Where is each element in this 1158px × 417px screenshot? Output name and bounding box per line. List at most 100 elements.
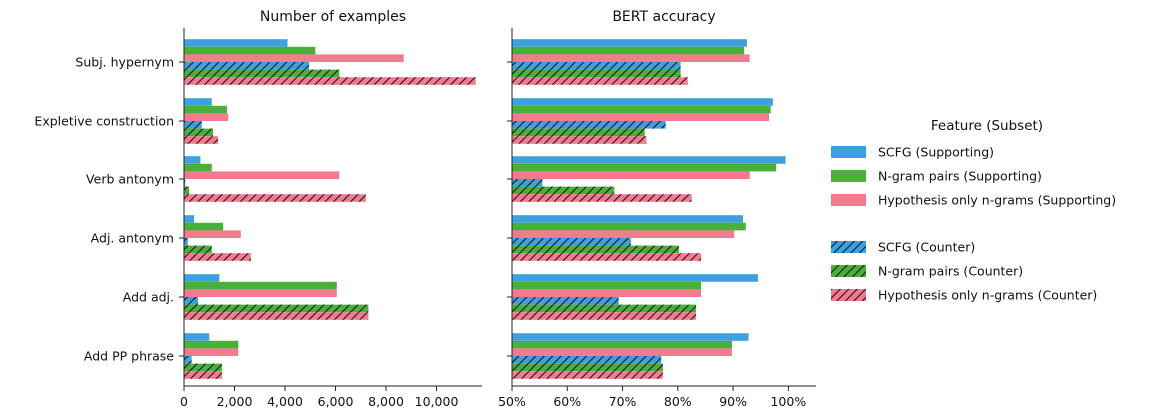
bar-scfg-counter-expletive-construction — [184, 121, 202, 129]
x-tick-label: 90% — [719, 394, 747, 409]
bar-scfg-counter-adj-antonym — [184, 238, 188, 246]
bar-n-gram-pairs-counter-add-adj — [512, 304, 697, 313]
legend-swatch-scfg-supporting — [831, 146, 866, 158]
bar-hypothesis-only-n-grams-supporting-adj-antonym — [184, 230, 241, 238]
bar-hypothesis-only-n-grams-counter-add-adj — [512, 312, 697, 320]
legend: Feature (Subset) SCFG (Supporting) N-gram … — [831, 118, 1116, 303]
bar-scfg-supporting-add-pp-phrase — [184, 333, 210, 341]
bar-hypothesis-only-n-grams-counter-add-adj — [184, 312, 369, 320]
bar-n-gram-pairs-counter-add-adj — [184, 304, 369, 313]
legend-swatch-n-gram-pairs-supporting — [831, 170, 866, 182]
bar-n-gram-pairs-supporting-subj-hypernym — [512, 46, 745, 55]
legend-label: Hypothesis only n-grams (Counter) — [878, 288, 1097, 303]
bar-hypothesis-only-n-grams-counter-subj-hypernym — [184, 77, 476, 85]
bar-n-gram-pairs-supporting-adj-antonym — [184, 222, 224, 231]
bar-scfg-supporting-add-adj — [184, 274, 220, 282]
bar-hypothesis-only-n-grams-counter-verb-antonym — [184, 194, 366, 202]
bar-hypothesis-only-n-grams-supporting-add-pp-phrase — [512, 348, 732, 356]
bar-scfg-supporting-add-pp-phrase — [512, 333, 749, 341]
bar-hypothesis-only-n-grams-counter-subj-hypernym — [512, 77, 688, 85]
legend-title: Feature (Subset) — [931, 118, 1043, 134]
bar-n-gram-pairs-supporting-verb-antonym — [512, 163, 777, 172]
bar-scfg-supporting-verb-antonym — [184, 156, 201, 164]
x-tick-label: 0 — [180, 394, 188, 409]
bar-scfg-counter-verb-antonym — [184, 179, 186, 187]
bar-hypothesis-only-n-grams-counter-expletive-construction — [184, 136, 219, 144]
x-tick-label: 100% — [770, 394, 806, 409]
x-tick-label: 70% — [609, 394, 637, 409]
panel-title: Number of examples — [260, 9, 406, 25]
bar-hypothesis-only-n-grams-supporting-subj-hypernym — [184, 54, 404, 62]
bar-hypothesis-only-n-grams-supporting-verb-antonym — [184, 171, 340, 179]
bar-scfg-supporting-verb-antonym — [512, 156, 786, 164]
category-label: Adj. antonym — [91, 231, 174, 246]
category-label: Expletive construction — [34, 114, 174, 129]
bar-n-gram-pairs-supporting-expletive-construction — [184, 105, 227, 114]
bar-n-gram-pairs-counter-verb-antonym — [184, 186, 190, 195]
bar-scfg-supporting-adj-antonym — [184, 215, 195, 223]
bar-hypothesis-only-n-grams-supporting-expletive-construction — [512, 113, 770, 121]
bar-n-gram-pairs-counter-adj-antonym — [512, 245, 679, 254]
legend-swatch-n-gram-pairs-counter — [831, 265, 866, 277]
legend-swatch-hypothesis-only-n-grams-counter — [831, 289, 866, 301]
bar-hypothesis-only-n-grams-counter-add-pp-phrase — [184, 371, 222, 379]
bar-hypothesis-only-n-grams-counter-adj-antonym — [512, 253, 702, 261]
bar-scfg-supporting-subj-hypernym — [512, 39, 747, 47]
bar-hypothesis-only-n-grams-counter-expletive-construction — [512, 136, 647, 144]
bar-hypothesis-only-n-grams-counter-adj-antonym — [184, 253, 251, 261]
legend-label: Hypothesis only n-grams (Supporting) — [878, 193, 1116, 208]
bar-scfg-supporting-subj-hypernym — [184, 39, 288, 47]
bar-n-gram-pairs-supporting-add-pp-phrase — [184, 340, 239, 349]
bar-scfg-counter-adj-antonym — [512, 238, 631, 246]
bar-scfg-counter-subj-hypernym — [184, 62, 310, 70]
bar-n-gram-pairs-supporting-subj-hypernym — [184, 46, 316, 55]
panel-title: BERT accuracy — [612, 9, 715, 25]
bar-hypothesis-only-n-grams-counter-add-pp-phrase — [512, 371, 663, 379]
x-tick-label: 6,000 — [318, 394, 354, 409]
x-tick-label: 50% — [498, 394, 526, 409]
bar-hypothesis-only-n-grams-supporting-adj-antonym — [512, 230, 735, 238]
bar-scfg-counter-verb-antonym — [512, 179, 543, 187]
bar-n-gram-pairs-supporting-verb-antonym — [184, 163, 212, 172]
x-tick-label: 4,000 — [267, 394, 303, 409]
category-label: Verb antonym — [86, 172, 174, 187]
bar-n-gram-pairs-counter-adj-antonym — [184, 245, 212, 254]
bar-n-gram-pairs-counter-add-pp-phrase — [512, 363, 663, 372]
bar-n-gram-pairs-counter-verb-antonym — [512, 186, 615, 195]
bar-n-gram-pairs-counter-expletive-construction — [184, 128, 214, 137]
bar-n-gram-pairs-supporting-add-pp-phrase — [512, 340, 732, 349]
x-tick-label: 2,000 — [217, 394, 253, 409]
category-label: Add PP phrase — [84, 349, 174, 364]
bar-hypothesis-only-n-grams-supporting-verb-antonym — [512, 171, 750, 179]
bar-scfg-supporting-adj-antonym — [512, 215, 744, 223]
category-label: Add adj. — [123, 290, 174, 305]
panel-bert-accuracy: BERT accuracy 50% 60% 70% 80% 90% 100% — [498, 9, 816, 409]
x-tick-label: 10,000 — [415, 394, 459, 409]
bar-n-gram-pairs-counter-expletive-construction — [512, 128, 645, 137]
panel-number-of-examples: Number of examples Subj. hypernym Expletiv… — [34, 9, 482, 409]
x-tick-label: 60% — [553, 394, 581, 409]
bar-n-gram-pairs-counter-subj-hypernym — [512, 69, 681, 78]
bar-n-gram-pairs-supporting-add-adj — [512, 281, 702, 290]
bar-hypothesis-only-n-grams-supporting-add-pp-phrase — [184, 348, 239, 356]
bar-scfg-supporting-expletive-construction — [184, 98, 212, 106]
bar-scfg-supporting-add-adj — [512, 274, 758, 282]
x-tick-label: 80% — [664, 394, 692, 409]
bar-n-gram-pairs-supporting-expletive-construction — [512, 105, 771, 114]
legend-label: N-gram pairs (Counter) — [878, 264, 1023, 279]
legend-label: N-gram pairs (Supporting) — [878, 169, 1042, 184]
bar-n-gram-pairs-supporting-adj-antonym — [512, 222, 746, 231]
bar-n-gram-pairs-counter-subj-hypernym — [184, 69, 340, 78]
legend-label: SCFG (Counter) — [878, 240, 975, 255]
bar-scfg-counter-expletive-construction — [512, 121, 666, 129]
bar-hypothesis-only-n-grams-supporting-add-adj — [512, 289, 702, 297]
bar-hypothesis-only-n-grams-supporting-add-adj — [184, 289, 337, 297]
bar-hypothesis-only-n-grams-supporting-expletive-construction — [184, 113, 229, 121]
bar-n-gram-pairs-counter-add-pp-phrase — [184, 363, 222, 372]
x-tick-label: 8,000 — [368, 394, 404, 409]
category-label: Subj. hypernym — [75, 55, 174, 70]
legend-swatch-scfg-counter — [831, 241, 866, 253]
bar-scfg-counter-add-adj — [184, 297, 198, 305]
legend-label: SCFG (Supporting) — [878, 145, 994, 160]
